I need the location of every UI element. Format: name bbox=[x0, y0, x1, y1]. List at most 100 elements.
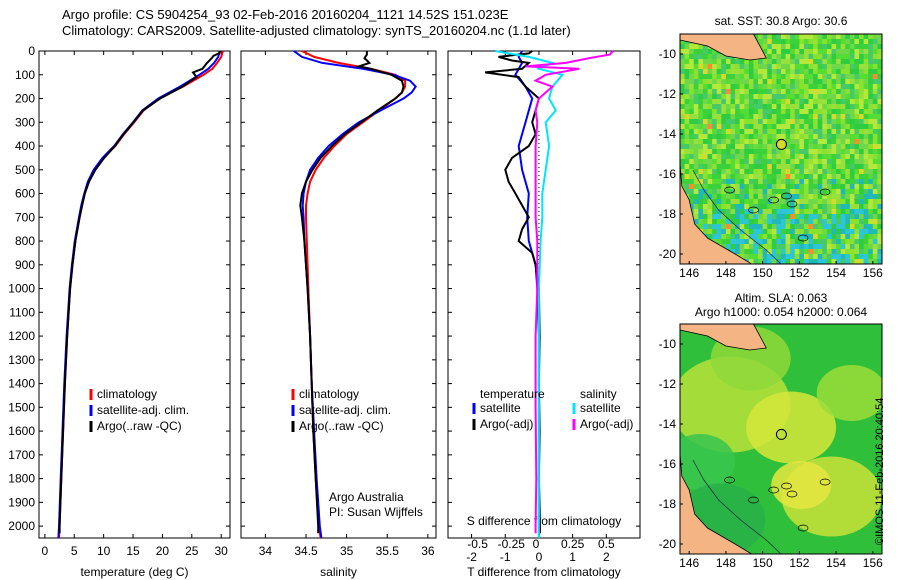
sst-cell bbox=[849, 229, 855, 235]
sst-cell bbox=[845, 64, 851, 70]
sst-cell bbox=[762, 59, 768, 65]
sst-cell bbox=[799, 239, 805, 245]
sst-cell bbox=[808, 39, 814, 45]
sst-cell bbox=[803, 79, 809, 85]
sst-cell bbox=[762, 94, 768, 100]
sst-cell bbox=[822, 159, 828, 165]
map-xtick-label: 154 bbox=[826, 556, 846, 570]
sst-cell bbox=[767, 44, 773, 50]
sst-cell bbox=[817, 184, 823, 190]
sst-cell bbox=[730, 134, 736, 140]
sst-cell bbox=[730, 159, 736, 165]
sla-map-title-2: Argo h1000: 0.054 h2000: 0.064 bbox=[695, 305, 867, 319]
sst-cell bbox=[836, 194, 842, 200]
sst-cell bbox=[748, 159, 754, 165]
sst-cell bbox=[868, 229, 874, 235]
sst-cell bbox=[698, 184, 704, 190]
sst-cell bbox=[822, 204, 828, 210]
sst-cell bbox=[872, 219, 878, 225]
sst-cell bbox=[817, 199, 823, 205]
sst-cell bbox=[767, 54, 773, 60]
sst-cell bbox=[863, 74, 869, 80]
map-xtick-label: 148 bbox=[716, 266, 736, 280]
sst-cell bbox=[863, 189, 869, 195]
sst-cell bbox=[859, 59, 865, 65]
sst-cell bbox=[849, 219, 855, 225]
sst-cell bbox=[725, 99, 731, 105]
sst-cell bbox=[863, 214, 869, 220]
sst-cell bbox=[735, 194, 741, 200]
sst-cell bbox=[712, 219, 718, 225]
sst-cell bbox=[826, 239, 832, 245]
sst-cell bbox=[822, 184, 828, 190]
sst-cell bbox=[776, 239, 782, 245]
sst-cell bbox=[684, 154, 690, 160]
sst-cell bbox=[702, 219, 708, 225]
legend-group: temperature bbox=[480, 387, 545, 401]
sst-cell bbox=[813, 99, 819, 105]
depth-tick-label: 1900 bbox=[8, 495, 35, 509]
sst-cell bbox=[689, 84, 695, 90]
sst-cell bbox=[776, 164, 782, 170]
sst-cell bbox=[799, 184, 805, 190]
sst-cell bbox=[813, 89, 819, 95]
sst-cell bbox=[794, 214, 800, 220]
sst-cell bbox=[849, 129, 855, 135]
sst-cell bbox=[822, 249, 828, 255]
sst-cell bbox=[776, 214, 782, 220]
sst-cell bbox=[840, 109, 846, 115]
sst-cell bbox=[725, 189, 731, 195]
sst-cell bbox=[735, 74, 741, 80]
sst-cell bbox=[730, 94, 736, 100]
sst-cell bbox=[693, 189, 699, 195]
sst-cell bbox=[744, 149, 750, 155]
sst-cell bbox=[790, 69, 796, 75]
sst-cell bbox=[771, 124, 777, 130]
sst-cell bbox=[822, 129, 828, 135]
sst-cell bbox=[716, 204, 722, 210]
sst-cell bbox=[762, 204, 768, 210]
sst-cell bbox=[698, 169, 704, 175]
sst-cell bbox=[735, 119, 741, 125]
sst-cell bbox=[845, 229, 851, 235]
sst-cell bbox=[813, 249, 819, 255]
reef-outline bbox=[819, 188, 831, 196]
sst-cell bbox=[872, 44, 878, 50]
sst-cell bbox=[776, 179, 782, 185]
sst-cell bbox=[721, 74, 727, 80]
sst-cell bbox=[859, 134, 865, 140]
sst-cell bbox=[680, 124, 685, 130]
sst-cell bbox=[781, 64, 786, 70]
sst-cell bbox=[817, 104, 823, 110]
sst-cell bbox=[762, 169, 768, 175]
sst-cell bbox=[872, 234, 878, 240]
sst-cell bbox=[762, 89, 768, 95]
sst-cell bbox=[771, 109, 777, 115]
sst-cell bbox=[744, 79, 750, 85]
sst-cell bbox=[840, 244, 846, 250]
sst-cell bbox=[716, 84, 722, 90]
sst-cell bbox=[716, 119, 722, 125]
sst-cell bbox=[813, 119, 819, 125]
sst-cell bbox=[868, 94, 874, 100]
sst-cell bbox=[854, 49, 860, 55]
sst-cell bbox=[822, 189, 828, 195]
depth-tick-label: 1100 bbox=[9, 305, 35, 319]
sst-cell bbox=[831, 114, 837, 120]
sst-cell bbox=[813, 169, 819, 175]
sst-cell bbox=[872, 224, 878, 230]
sst-cell bbox=[721, 174, 727, 180]
sst-cell bbox=[845, 154, 851, 160]
sst-cell bbox=[748, 89, 754, 95]
sst-cell bbox=[721, 79, 727, 85]
sst-cell bbox=[744, 89, 750, 95]
sst-cell bbox=[817, 249, 823, 255]
sst-cell bbox=[854, 179, 860, 185]
sst-cell bbox=[803, 219, 809, 225]
sst-cell bbox=[680, 104, 685, 110]
sst-cell bbox=[790, 229, 796, 235]
sst-cell bbox=[785, 224, 791, 230]
sst-cell bbox=[753, 149, 759, 155]
sst-cell bbox=[854, 149, 860, 155]
sst-cell bbox=[698, 54, 704, 60]
